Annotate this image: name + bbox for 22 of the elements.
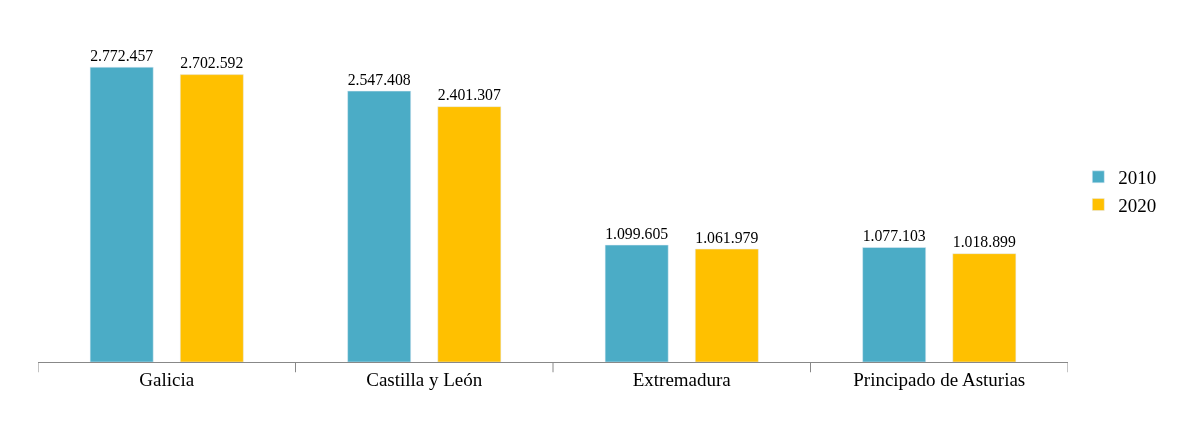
bar [604, 244, 669, 362]
bar [952, 253, 1017, 362]
x-tick-label: Castilla y León [366, 368, 483, 390]
data-label: 2.401.307 [437, 86, 501, 104]
data-label: 2.547.408 [347, 70, 411, 88]
data-label: 1.061.979 [695, 228, 759, 246]
data-label: 2.702.592 [180, 54, 244, 72]
x-tick-label: Galicia [139, 368, 195, 390]
data-label: 1.099.605 [605, 224, 669, 242]
bar [180, 74, 244, 362]
bar [437, 106, 502, 362]
bar [695, 248, 759, 362]
data-label: 2.772.457 [90, 46, 154, 64]
data-label: 1.077.103 [862, 227, 926, 245]
data-label: 1.018.899 [952, 233, 1016, 251]
legend-label: 2010 [1118, 167, 1157, 189]
bar [347, 90, 411, 362]
legend-label: 2020 [1118, 194, 1157, 216]
x-tick-label: Extremadura [632, 368, 732, 390]
bar [862, 247, 926, 362]
x-tick-label: Principado de Asturias [853, 368, 1026, 390]
bar [89, 66, 154, 362]
